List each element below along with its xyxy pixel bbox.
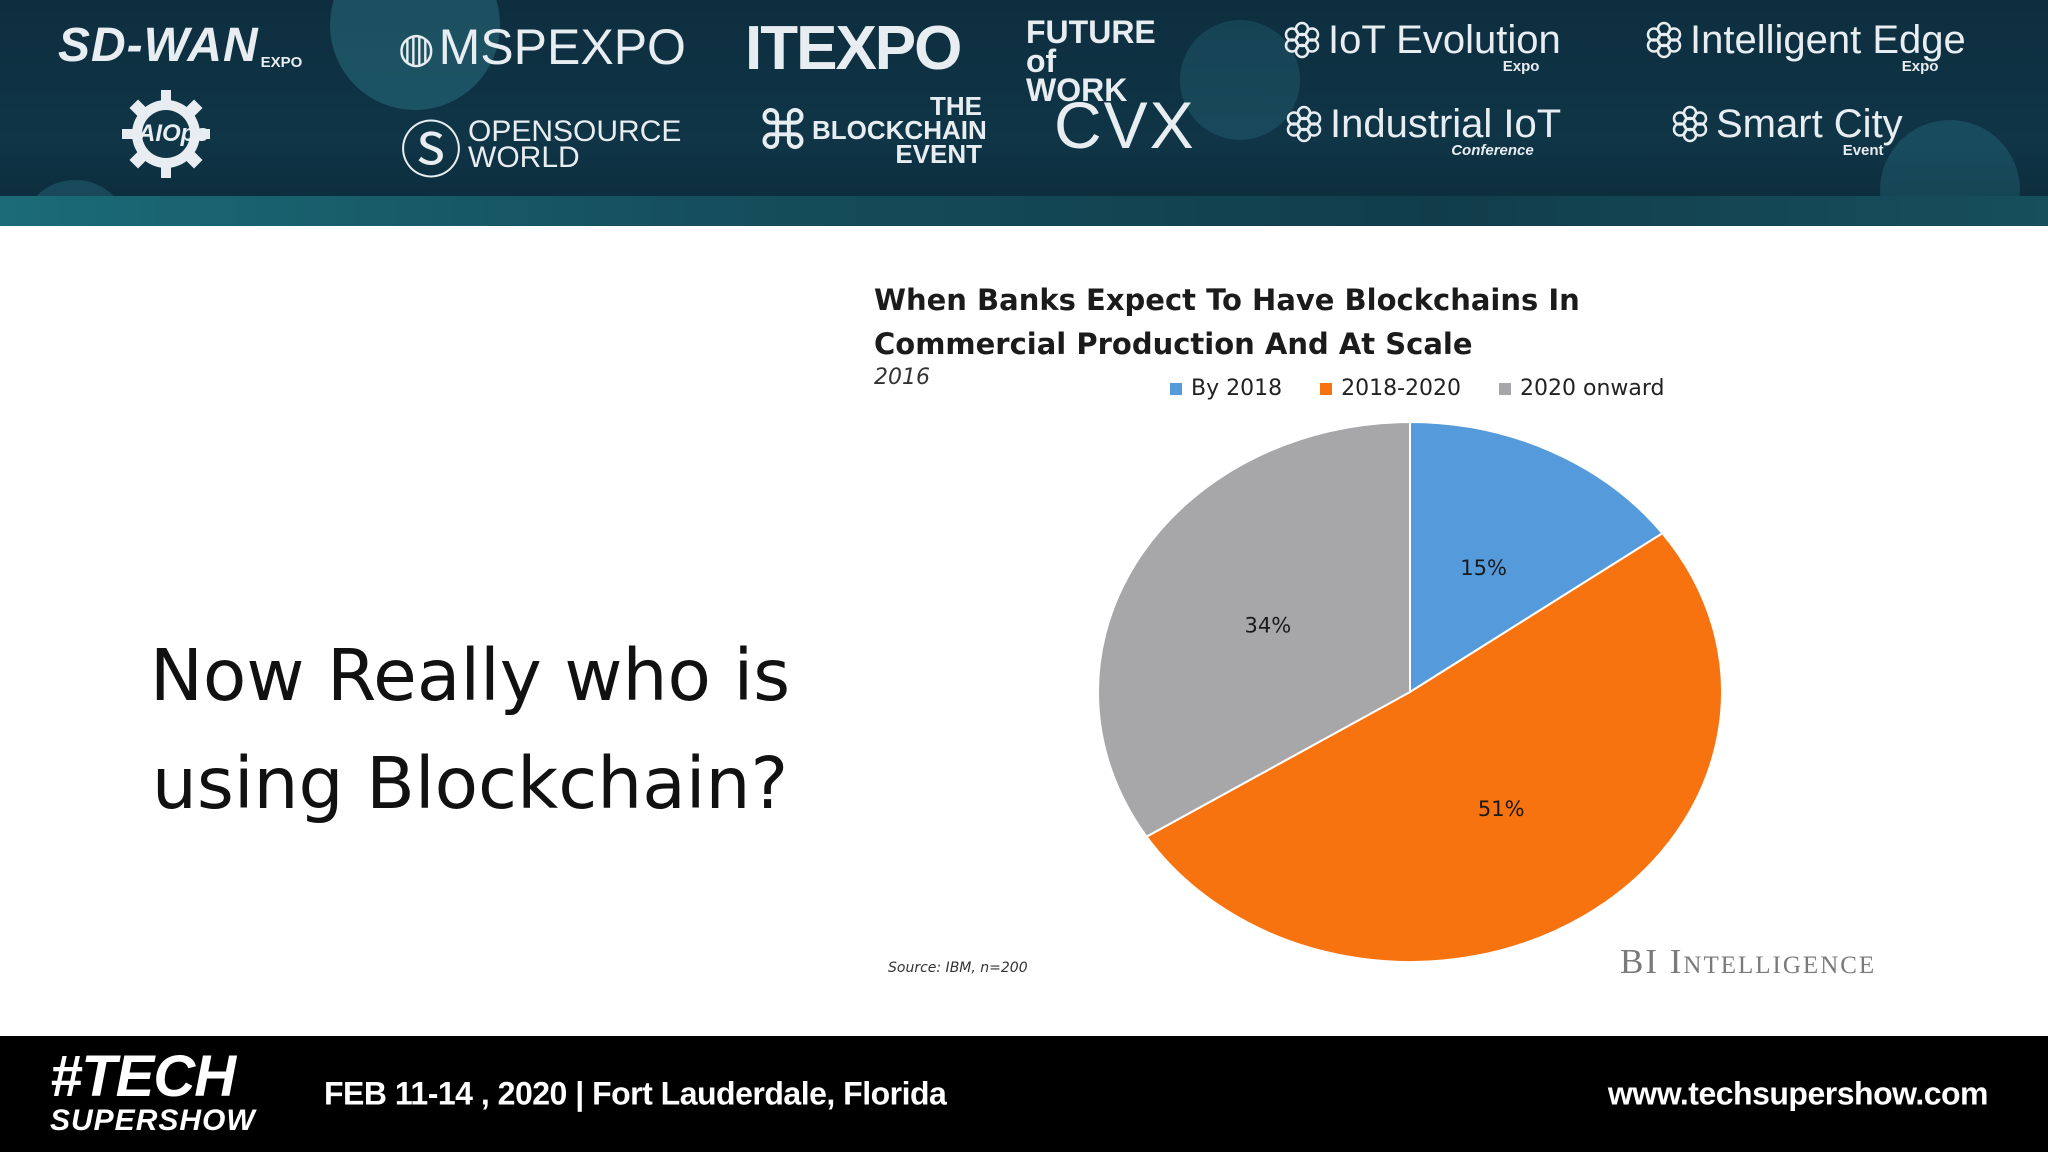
logo-line-2: SUPERSHOW — [50, 1104, 256, 1137]
headline-line-1: Now Really who is — [149, 634, 791, 717]
flower-icon — [1284, 21, 1320, 59]
logo-text: SD-WAN — [58, 19, 259, 72]
legend-swatch — [1499, 382, 1512, 395]
cvx-logo: CVX — [1054, 92, 1196, 158]
logo-line-1: #TECH — [50, 1044, 236, 1109]
event-date-location: FEB 11-14 , 2020 | Fort Lauderdale, Flor… — [324, 1075, 947, 1112]
footer-bar: #TECH SUPERSHOW — [0, 1036, 2048, 1152]
legend-label: 2020 onward — [1520, 376, 1665, 401]
sd-wan-expo-logo: SD-WAN EXPO — [58, 19, 303, 72]
pie-data-label: 51% — [1478, 797, 1525, 821]
legend-label: By 2018 — [1191, 376, 1283, 401]
pie-slice-2018-2020 — [1145, 531, 1723, 963]
logo-text: AIOps — [138, 120, 209, 147]
gear-icon — [122, 90, 210, 178]
logo-subtext: Event — [1842, 142, 1884, 159]
event-logo-banner: SD-WAN EXPO ◍ MSPEXPO ITEXPO FUTURE of W… — [0, 0, 2048, 226]
blockchain-event-logo: ⌘ THE BLOCKCHAIN EVENT — [756, 91, 987, 169]
legend-item-by-2018: By 2018 — [1170, 376, 1282, 401]
pie-data-label: 34% — [1244, 613, 1291, 637]
headline-line-2: using Blockchain? — [151, 742, 789, 825]
pie-data-label: 15% — [1460, 556, 1507, 580]
logo-subtext: Expo — [1901, 58, 1939, 75]
swirl-icon: Ⓢ — [400, 117, 463, 186]
knot-icon: ⌘ — [756, 100, 810, 161]
logo-text: FUTURE of WORK — [1026, 14, 1156, 108]
legend-label: 2018-2020 — [1341, 376, 1462, 401]
future-of-work-logo: FUTURE of WORK — [1026, 14, 1186, 108]
chart-legend: By 2018 2018-2020 2020 onward — [1170, 376, 1665, 401]
logo-text: IoT Evolution — [1328, 18, 1561, 62]
flower-icon — [1286, 105, 1322, 143]
pie-slice-by-2018 — [1409, 420, 1664, 694]
logo-text: CVX — [1054, 88, 1196, 162]
logo-text: THE BLOCKCHAIN EVENT — [812, 91, 987, 169]
flower-icon — [1646, 21, 1682, 59]
legend-swatch — [1320, 382, 1333, 395]
logo-subtext: EXPO — [260, 54, 303, 71]
intelligent-edge-expo-logo: Intelligent Edge Expo — [1644, 20, 1966, 74]
chart-source: Source: IBM, n=200 — [888, 960, 1028, 976]
iot-evolution-expo-logo: IoT Evolution Expo — [1282, 20, 1561, 74]
chart-subtitle: 2016 — [874, 365, 930, 390]
bi-intelligence-watermark: BI Intelligence — [1620, 942, 1877, 981]
flower-icon — [1672, 105, 1708, 143]
itexpo-logo: ITEXPO — [745, 14, 962, 83]
pie-slice-2020-onward — [1097, 420, 1411, 838]
globe-icon: ◍ — [398, 23, 435, 71]
smart-city-event-logo: Smart City Event — [1670, 104, 1903, 158]
slide-headline: Now Really who is using Blockchain? — [90, 622, 850, 838]
legend-item-2020-onward: 2020 onward — [1499, 376, 1665, 401]
aiops-logo: AIOps — [108, 88, 228, 180]
logo-text: Industrial IoT — [1330, 102, 1562, 146]
website-link[interactable]: www.techsupershow.com — [1607, 1075, 1989, 1112]
opensource-world-logo: Ⓢ OPENSOURCE WORLD — [400, 100, 688, 190]
logo-text: Smart City — [1716, 102, 1903, 146]
logo-text: MSPEXPO — [438, 19, 686, 75]
logo-text: Intelligent Edge — [1690, 18, 1966, 62]
logo-subtext: Conference — [1451, 142, 1534, 159]
chart-title: When Banks Expect To Have Blockchains In… — [874, 283, 1580, 361]
logo-text: OPENSOURCE WORLD — [468, 115, 682, 174]
logo-text: ITEXPO — [745, 14, 962, 83]
legend-item-2018-2020: 2018-2020 — [1320, 376, 1461, 401]
tech-supershow-logo: #TECH SUPERSHOW — [50, 1048, 256, 1136]
legend-swatch — [1170, 382, 1182, 395]
pie-chart: 15% 51% 34% — [1097, 420, 1723, 963]
logo-subtext: Expo — [1502, 58, 1540, 75]
mspexpo-logo: ◍ MSPEXPO — [398, 22, 686, 72]
industrial-iot-conference-logo: Industrial IoT Conference — [1284, 104, 1561, 158]
